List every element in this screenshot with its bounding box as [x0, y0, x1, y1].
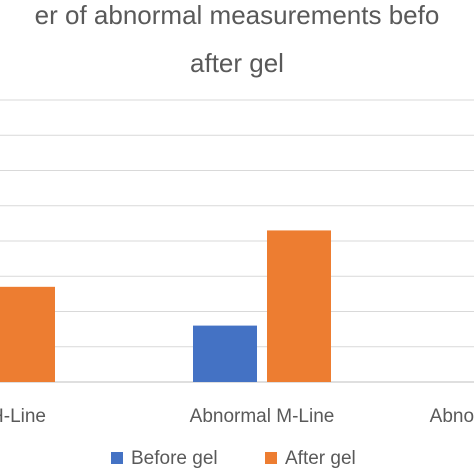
legend-label-after-gel: After gel [285, 448, 356, 469]
legend-label-before-gel: Before gel [131, 448, 218, 469]
x-tick-label-h-line: H-Line [0, 406, 46, 427]
bar-before-gel-1 [193, 325, 257, 382]
chart-title-line-1: er of abnormal measurements befo [35, 0, 440, 30]
bar-after-gel-0 [0, 286, 55, 382]
x-axis-tick-labels: H-Line Abnormal M-Line Abnor [0, 406, 474, 427]
legend-swatch-before-gel [111, 452, 123, 464]
bar-after-gel-1 [267, 230, 331, 382]
legend-swatch-after-gel [265, 452, 277, 464]
legend: Before gel After gel [111, 448, 356, 469]
chart-title: er of abnormal measurements befo after g… [35, 0, 440, 78]
x-tick-label-abnormal-3: Abnor [430, 406, 474, 427]
bars [0, 230, 331, 382]
x-tick-label-abnormal-m-line: Abnormal M-Line [190, 406, 335, 427]
chart-title-line-2: after gel [190, 48, 284, 78]
gridlines [0, 99, 474, 383]
